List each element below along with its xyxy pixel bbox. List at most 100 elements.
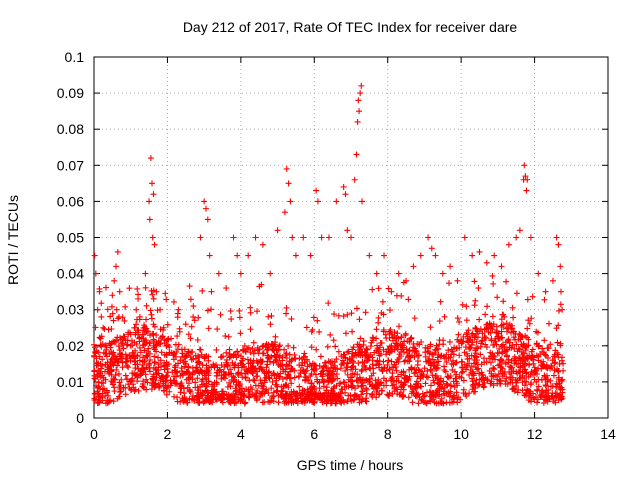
- noise-point: [363, 398, 370, 405]
- noise-point: [331, 311, 338, 318]
- noise-point: [102, 284, 109, 291]
- noise-point: [204, 368, 211, 375]
- noise-point: [196, 370, 203, 377]
- noise-point: [525, 373, 532, 380]
- noise-point: [270, 398, 277, 405]
- noise-point: [500, 311, 507, 318]
- noise-point: [192, 384, 199, 391]
- noise-point: [329, 376, 336, 383]
- noise-point: [143, 339, 150, 346]
- y-tick-label: 0.09: [57, 85, 84, 101]
- noise-point: [271, 341, 278, 348]
- noise-point: [503, 375, 510, 382]
- noise-point: [547, 365, 554, 372]
- noise-point: [243, 386, 250, 393]
- noise-point: [226, 379, 233, 386]
- data-point: [197, 234, 204, 241]
- noise-point: [201, 354, 208, 361]
- noise-point: [296, 355, 303, 362]
- noise-point: [205, 353, 212, 360]
- noise-point: [444, 373, 451, 380]
- noise-point: [446, 338, 453, 345]
- noise-point: [303, 324, 310, 331]
- noise-point: [488, 337, 495, 344]
- noise-point: [402, 357, 409, 364]
- noise-point: [281, 346, 288, 353]
- noise-point: [533, 341, 540, 348]
- noise-point: [288, 388, 295, 395]
- noise-point: [375, 379, 382, 386]
- noise-point: [510, 386, 517, 393]
- data-point: [498, 263, 505, 270]
- data-point: [318, 234, 325, 241]
- noise-point: [164, 336, 171, 343]
- noise-point: [220, 392, 227, 399]
- noise-point: [482, 335, 489, 342]
- noise-point: [281, 383, 288, 390]
- noise-point: [203, 380, 210, 387]
- data-point: [553, 234, 560, 241]
- noise-point: [477, 326, 484, 333]
- noise-point: [244, 356, 251, 363]
- noise-point: [256, 283, 263, 290]
- noise-point: [180, 359, 187, 366]
- noise-point: [436, 318, 443, 325]
- noise-point: [490, 352, 497, 359]
- noise-point: [220, 368, 227, 375]
- noise-point: [377, 340, 384, 347]
- noise-point: [385, 392, 392, 399]
- noise-point: [456, 344, 463, 351]
- noise-point: [293, 390, 300, 397]
- noise-point: [386, 389, 393, 396]
- noise-point: [547, 341, 554, 348]
- noise-point: [283, 392, 290, 399]
- noise-point: [92, 375, 99, 382]
- noise-point: [172, 341, 179, 348]
- noise-point: [347, 392, 354, 399]
- noise-point: [109, 351, 116, 358]
- noise-point: [524, 325, 531, 332]
- noise-point: [170, 356, 177, 363]
- noise-point: [174, 314, 181, 321]
- noise-point: [487, 349, 494, 356]
- noise-point: [101, 368, 108, 375]
- noise-point: [143, 364, 150, 371]
- noise-point: [237, 381, 244, 388]
- noise-point: [367, 365, 374, 372]
- noise-point: [183, 352, 190, 359]
- noise-point: [387, 326, 394, 333]
- noise-point: [498, 328, 505, 335]
- data-point: [142, 270, 149, 277]
- noise-point: [429, 372, 436, 379]
- noise-point: [126, 352, 133, 359]
- noise-point: [491, 366, 498, 373]
- noise-point: [548, 362, 555, 369]
- noise-point: [372, 384, 379, 391]
- noise-point: [138, 370, 145, 377]
- noise-point: [426, 388, 433, 395]
- noise-point: [99, 386, 106, 393]
- data-point: [151, 241, 158, 248]
- noise-point: [100, 349, 107, 356]
- noise-point: [490, 364, 497, 371]
- noise-point: [110, 338, 117, 345]
- noise-point: [357, 335, 364, 342]
- noise-point: [302, 353, 309, 360]
- data-point: [491, 252, 498, 259]
- noise-point: [103, 389, 110, 396]
- noise-point: [489, 326, 496, 333]
- noise-point: [207, 393, 214, 400]
- data-point: [344, 227, 351, 234]
- noise-point: [250, 350, 257, 357]
- noise-point: [165, 361, 172, 368]
- noise-point: [446, 280, 453, 287]
- noise-point: [253, 373, 260, 380]
- noise-point: [394, 330, 401, 337]
- noise-point: [340, 359, 347, 366]
- x-tick-labels: 0 2 4 6 8 10 12 14: [90, 426, 616, 442]
- noise-point: [188, 323, 195, 330]
- data-point: [215, 270, 222, 277]
- data-point: [292, 252, 299, 259]
- noise-point: [512, 336, 519, 343]
- data-point: [267, 270, 274, 277]
